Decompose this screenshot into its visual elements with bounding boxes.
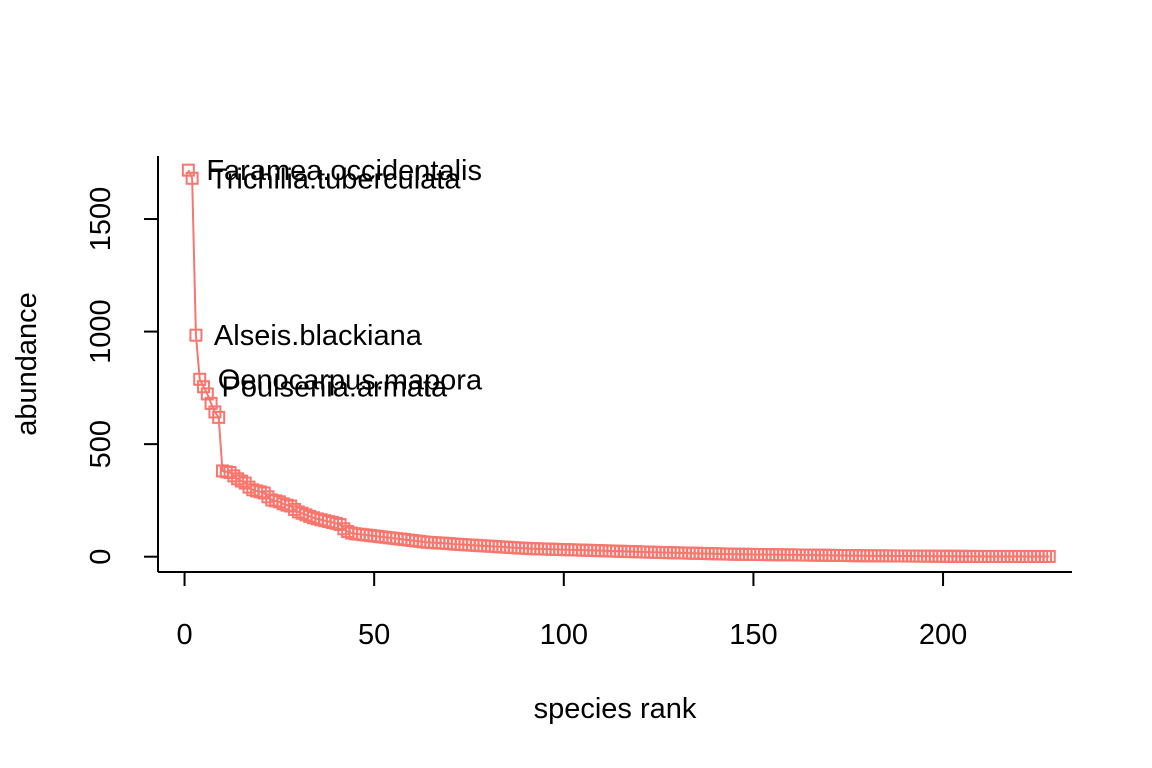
y-axis-label: abundance (11, 292, 43, 436)
x-axis-ticks: 0 50 100 150 200 (176, 572, 967, 651)
species-annotation: Faramea.occidentalis (206, 155, 482, 187)
annotation-layer: Faramea.occidentalisTrichilia.tuberculat… (206, 155, 483, 404)
x-tick-label: 200 (919, 619, 967, 651)
data-point (189, 328, 203, 342)
axes: 0 50 100 150 200 0 500 1000 1500 (85, 156, 1072, 651)
x-tick-label: 0 (176, 619, 192, 651)
x-tick-label: 100 (540, 619, 588, 651)
data-point (257, 486, 271, 500)
species-annotation: Alseis.blackiana (214, 320, 423, 352)
y-tick-label: 1500 (85, 187, 117, 252)
data-point (231, 472, 245, 486)
data-point (200, 387, 214, 401)
data-point (193, 372, 207, 386)
species-annotation: Poulsenia.armata (222, 372, 449, 404)
data-point (1042, 549, 1056, 563)
y-axis-ticks: 0 500 1000 1500 (85, 187, 158, 565)
data-point (238, 476, 252, 490)
data-point (204, 396, 218, 410)
data-point (212, 410, 226, 424)
y-tick-label: 0 (85, 549, 117, 565)
data-point (197, 380, 211, 394)
species-annotation: Oenocarpus.mapora (218, 364, 483, 396)
data-point (333, 518, 347, 532)
series-layer (181, 163, 1056, 563)
y-tick-label: 1000 (85, 299, 117, 364)
data-point (185, 171, 199, 185)
x-tick-label: 150 (729, 619, 777, 651)
x-tick-label: 50 (358, 619, 390, 651)
species-annotation: Trichilia.tuberculata (210, 163, 461, 195)
y-tick-label: 500 (85, 420, 117, 468)
data-point (181, 163, 195, 177)
x-axis-label: species rank (534, 693, 697, 725)
